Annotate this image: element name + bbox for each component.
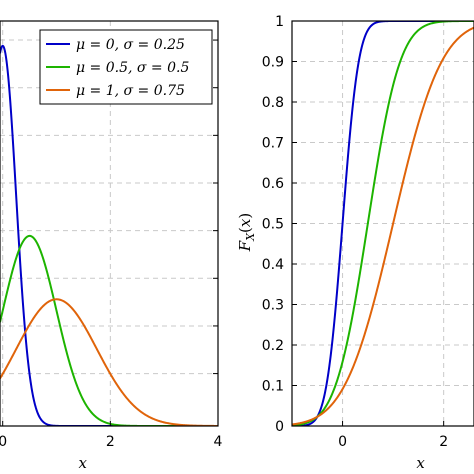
y-tick-label: 1 [275, 14, 284, 30]
x-axis-label: x [78, 454, 87, 472]
legend-label-2: μ = 1, σ = 0.75 [76, 83, 185, 99]
x-axis-label: x [416, 454, 425, 472]
y-tick-label: 0.9 [262, 55, 284, 71]
y-tick-label: 0 [275, 419, 284, 435]
y-tick-label: 0.7 [262, 136, 284, 152]
legend-label-1: μ = 0.5, σ = 0.5 [76, 60, 189, 76]
y-tick-label: 0.8 [262, 95, 284, 111]
series-line-1 [0, 234, 218, 426]
x-tick-label: 0 [0, 434, 7, 450]
series-line-2 [292, 26, 474, 426]
y-tick-label: 0.3 [262, 298, 284, 314]
y-axis-label: FX(x) [236, 213, 257, 252]
legend-label-0: μ = 0, σ = 0.25 [76, 37, 185, 53]
y-tick-label: 0.6 [262, 176, 284, 192]
x-tick-label: 4 [214, 434, 223, 450]
x-tick-label: 0 [338, 434, 347, 450]
plot-frame [0, 20, 219, 427]
series-line-0 [0, 44, 218, 426]
y-tick-label: 0.4 [262, 257, 284, 273]
y-tick-label: 0.1 [262, 379, 284, 395]
cdf-panel: 0 2x 0 0.1 0.2 0.3 0.4 0.5 0.6 0.7 0.8 0.9 1 FX(x) [236, 14, 474, 472]
y-tick-label: 0.2 [262, 338, 284, 354]
x-tick-label: 2 [439, 434, 448, 450]
legend: μ = 0, σ = 0.25 μ = 0.5, σ = 0.5 μ = 1, σ … [39, 29, 213, 105]
y-tick-label: 0.5 [262, 217, 284, 233]
pdf-panel: 0 2 4 x μ = 0, σ = 0.25 μ = 0.5, σ = 0.5 μ = 1… [0, 20, 223, 472]
series-line-2 [0, 298, 218, 426]
x-tick-label: 2 [106, 434, 115, 450]
